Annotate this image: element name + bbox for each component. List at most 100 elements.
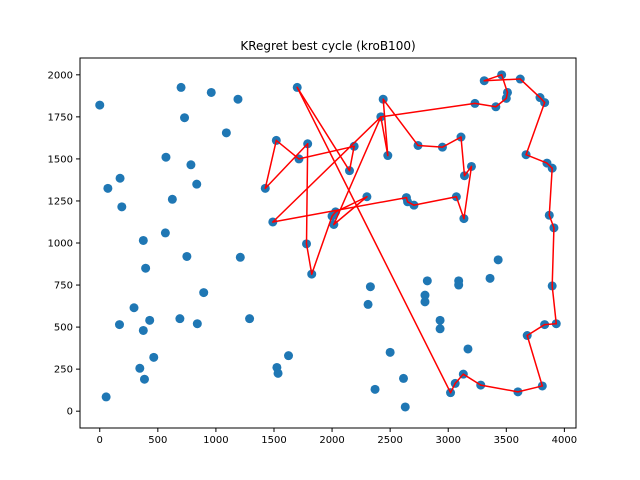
cycle-layer	[264, 74, 557, 394]
cycle-edge	[463, 165, 473, 220]
cycle-edge	[413, 196, 458, 206]
cycle-edge	[460, 136, 466, 177]
cycle-edge	[548, 167, 553, 216]
plot-area	[95, 70, 561, 412]
cycle-edge	[296, 86, 452, 394]
data-point	[454, 280, 464, 290]
data-point	[101, 392, 111, 402]
x-tick-label: 1500	[261, 435, 286, 446]
data-point	[284, 351, 294, 361]
data-point	[363, 299, 373, 309]
cycle-edge	[546, 162, 553, 169]
data-point	[103, 183, 113, 193]
cycle-edge	[505, 91, 509, 100]
x-tick-label: 3000	[435, 435, 460, 446]
data-point	[235, 252, 245, 262]
cycle-edge	[272, 116, 382, 223]
cycle-edge	[500, 74, 509, 94]
data-point	[141, 263, 151, 273]
cycle-edge	[525, 153, 548, 164]
y-axis: 0 250 500 750 1000 1250 1500 1750 2000	[48, 70, 80, 418]
data-point	[175, 314, 185, 324]
cycle-edge	[526, 334, 544, 387]
cycle-edge	[543, 322, 557, 326]
data-point	[192, 179, 202, 189]
data-point	[199, 288, 209, 298]
cycle-edge	[310, 215, 333, 275]
cycle-edge	[526, 323, 546, 337]
cycle-edge	[382, 98, 419, 147]
cycle-edge	[551, 227, 555, 287]
x-tick-label: 500	[148, 435, 167, 446]
data-point	[463, 344, 473, 354]
data-point	[221, 128, 231, 138]
data-point	[182, 251, 192, 261]
cycle-edge	[548, 214, 555, 229]
data-point	[192, 319, 202, 329]
cycle-edge	[525, 101, 546, 156]
cycle-edge	[382, 98, 389, 157]
y-tick-label: 500	[54, 323, 73, 334]
cycle-edge	[462, 373, 482, 386]
data-point	[233, 94, 243, 104]
cycle-edge	[551, 285, 557, 325]
cycle-edge	[264, 143, 309, 190]
cycle-edge	[441, 136, 462, 148]
cycle-edge	[474, 102, 497, 108]
y-tick-label: 1250	[48, 196, 73, 207]
data-point	[206, 87, 216, 97]
x-tick-label: 0	[97, 435, 103, 446]
cycle-edge	[406, 201, 415, 206]
cycle-edge	[333, 116, 382, 226]
data-point	[365, 282, 375, 292]
cycle-edge	[495, 97, 508, 108]
data-point	[399, 373, 408, 383]
cycle-edge	[305, 243, 313, 275]
data-point	[117, 202, 127, 212]
data-point	[138, 325, 148, 335]
data-point	[95, 100, 105, 110]
y-tick-label: 0	[67, 407, 73, 418]
y-tick-label: 1000	[48, 239, 73, 250]
cycle-edge	[348, 145, 355, 172]
data-point	[420, 290, 430, 300]
cycle-edge	[417, 144, 444, 148]
data-point	[186, 160, 196, 170]
cycle-edge	[455, 196, 465, 220]
data-point	[135, 363, 145, 373]
data-point	[167, 194, 177, 204]
cycle-edge	[517, 385, 544, 393]
cycle-edge	[272, 196, 408, 223]
y-tick-label: 750	[54, 281, 73, 292]
data-point	[485, 273, 495, 283]
x-tick-label: 3500	[494, 435, 519, 446]
cycle-edge	[449, 382, 456, 394]
data-point	[180, 113, 190, 123]
data-point	[422, 276, 432, 286]
chart-title: KRegret best cycle (kroB100)	[240, 39, 415, 53]
data-point	[115, 173, 125, 183]
cycle-edge	[463, 165, 473, 177]
data-point	[370, 384, 380, 394]
data-point	[161, 152, 171, 162]
x-tick-label: 2000	[319, 435, 344, 446]
cycle-edge	[333, 196, 368, 226]
data-point	[139, 374, 149, 384]
cycle-edge	[483, 78, 521, 82]
cycle-edge	[454, 373, 465, 385]
data-point	[160, 228, 170, 238]
cycle-edge	[483, 74, 503, 82]
y-tick-label: 1500	[48, 154, 73, 165]
y-tick-label: 2000	[48, 70, 73, 81]
data-point	[400, 402, 410, 412]
data-point	[493, 255, 503, 265]
data-point	[435, 315, 445, 325]
y-tick-label: 250	[54, 365, 73, 376]
data-point	[420, 297, 430, 307]
data-point	[435, 324, 445, 334]
y-tick-label: 1750	[48, 112, 73, 123]
data-point	[176, 82, 186, 92]
cycle-edge	[519, 78, 541, 99]
